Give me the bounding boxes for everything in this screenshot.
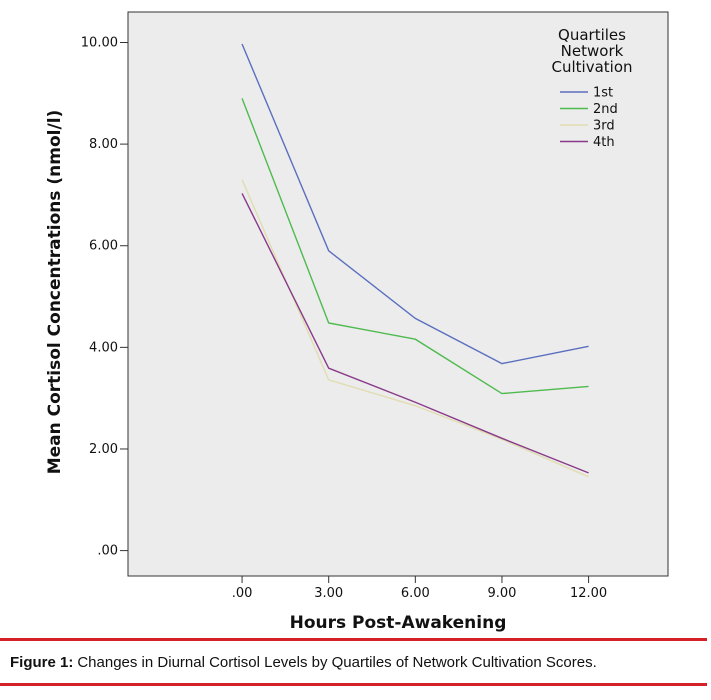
y-tick-label: 6.00 [89,239,118,254]
x-tick-label: .00 [232,586,253,601]
x-tick-label: 6.00 [401,586,430,601]
series-line-3rd [241,179,589,478]
y-axis: .00 2.00 4.00 6.00 8.00 10.00 [81,35,128,559]
legend-title-line: Quartiles [558,26,626,44]
y-tick-label: 4.00 [89,340,118,355]
chart: .00 2.00 4.00 6.00 8.00 10.00 .00 3.00 6.00 9.00… [45,11,669,633]
y-tick-label: 10.00 [81,35,118,50]
x-tick-label: 3.00 [314,586,343,601]
x-tick-label: 9.00 [487,586,516,601]
y-tick-label: 2.00 [89,442,118,457]
series-line-2nd [241,98,589,395]
legend-item-label: 2nd [593,102,618,117]
legend-item-label: 4th [593,135,615,150]
legend-item-label: 3rd [593,119,615,134]
x-axis-title: Hours Post-Awakening [290,613,507,633]
y-tick-label: .00 [97,544,118,559]
y-tick-label: 8.00 [89,137,118,152]
series-lines [241,43,589,478]
x-tick-label: 12.00 [570,586,607,601]
legend-title-line: Cultivation [552,58,633,76]
legend-title-line: Network [561,42,624,60]
caption-label: Figure 1: [10,653,74,671]
series-line-1st [241,43,589,365]
caption-text: Changes in Diurnal Cortisol Levels by Qu… [77,653,597,671]
figure-caption: Figure 1: Changes in Diurnal Cortisol Le… [0,638,707,686]
legend-item-label: 1st [593,86,613,101]
series-line-4th [241,193,589,474]
y-axis-title: Mean Cortisol Concentrations (nmol/l) [45,110,65,475]
x-axis: .00 3.00 6.00 9.00 12.00 [232,576,607,601]
plot-area [127,11,669,577]
